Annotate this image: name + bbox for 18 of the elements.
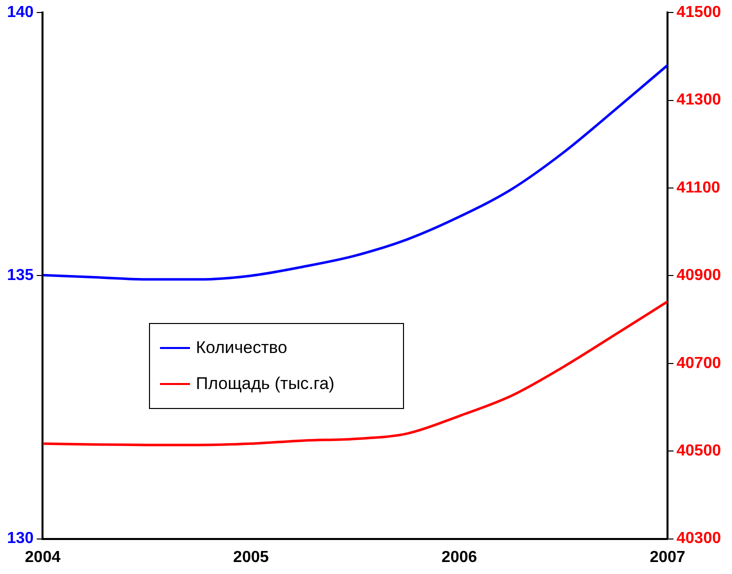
y-tick-label: 135	[6, 267, 34, 284]
y2-tick-label: 41100	[676, 179, 720, 196]
y2-tick-label: 40900	[676, 267, 722, 284]
y2-tick-label: 41500	[676, 4, 722, 22]
line-series	[42, 300, 668, 446]
y2-tick-label: 41300	[676, 92, 722, 109]
x-tick-label: 2004	[24, 548, 61, 566]
x-tick-label: 2006	[441, 548, 478, 566]
y-tick-label: 140	[6, 4, 34, 22]
legend-label: Площадь (тыс.га)	[196, 374, 334, 394]
y2-tick-label: 40500	[676, 442, 722, 460]
x-tick-label: 2007	[650, 548, 686, 566]
y-tick-label: 130	[6, 530, 34, 548]
y2-tick-label: 40700	[676, 354, 722, 372]
line-series	[42, 64, 668, 281]
y2-tick-label: 40300	[676, 530, 722, 548]
x-tick-label: 2005	[233, 548, 269, 566]
legend-label: Количество	[196, 338, 288, 358]
